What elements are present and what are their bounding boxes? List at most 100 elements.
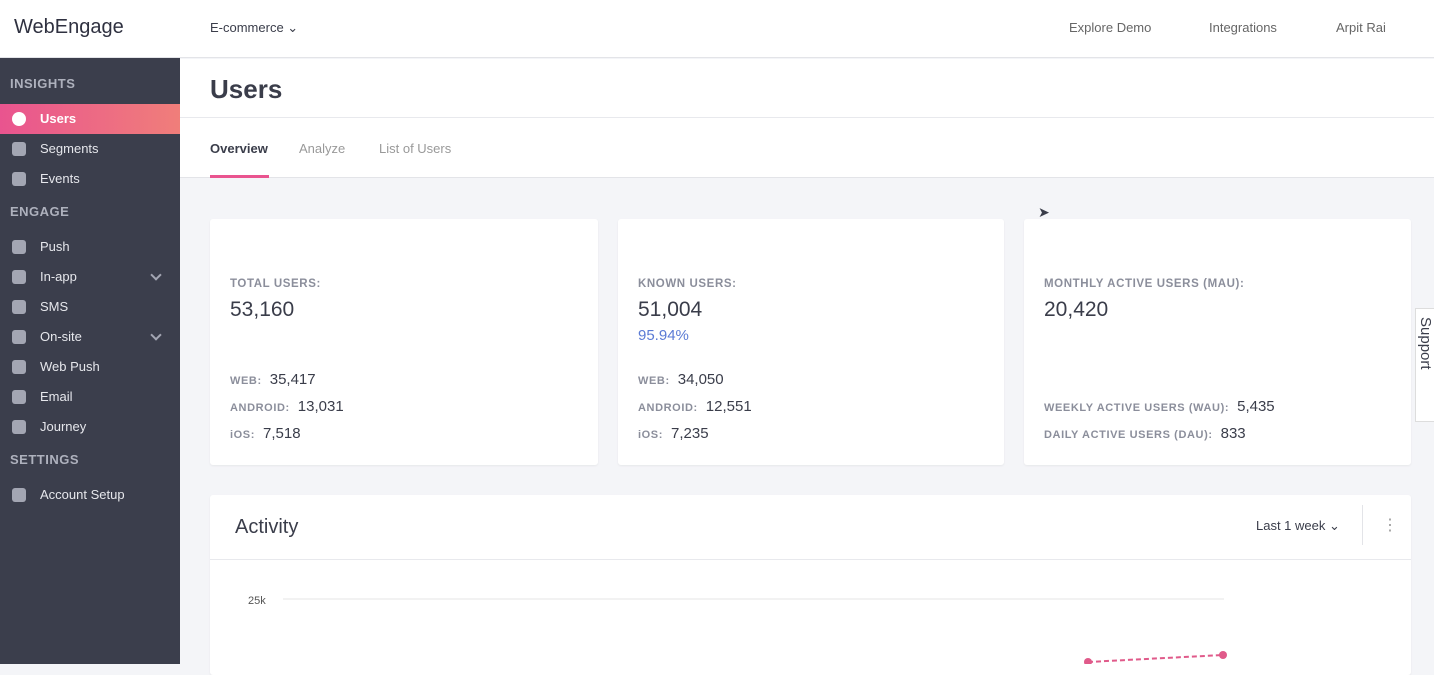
top-menu-item[interactable]: Explore Demo [1069, 20, 1152, 35]
y-tick-label: 25k [248, 595, 266, 607]
activity-title: Activity [235, 516, 299, 538]
nav-label[interactable]: Account Setup [40, 487, 125, 502]
stat-label: MONTHLY ACTIVE USERS (MAU): [1044, 278, 1245, 290]
row-label: ANDROID: [230, 402, 290, 414]
support-tab[interactable]: Support [1415, 308, 1434, 422]
nav-item[interactable]: In-app [0, 262, 180, 292]
chart-area [283, 598, 1227, 664]
nav-item[interactable]: Users [0, 104, 180, 134]
stat-row: ANDROID: 13,031 [230, 398, 344, 416]
section-title: INSIGHTS [10, 76, 76, 91]
tab-bar: Overview Analyze List of Users [180, 118, 1434, 178]
tab[interactable]: List of Users [379, 141, 452, 156]
stat-card: KNOWN USERS: 51,004 95.94% WEB: 34,050 ANDROI… [618, 219, 1004, 465]
row-label: WEB: [638, 375, 670, 387]
nav-label[interactable]: Journey [40, 419, 87, 434]
cursor: ➤ [1038, 204, 1050, 220]
point [1219, 651, 1227, 659]
stat-row: WEEKLY ACTIVE USERS (WAU): 5,435 [1044, 398, 1275, 416]
row-label: iOS: [230, 429, 256, 441]
nav-label[interactable]: Segments [40, 141, 99, 156]
nav-item[interactable]: On-site [0, 322, 180, 352]
project-name[interactable]: E-commerce [210, 20, 284, 35]
stat-value: 51,004 [638, 298, 703, 321]
row-label: WEB: [230, 375, 262, 387]
nav-label[interactable]: SMS [40, 299, 69, 314]
nav-item[interactable]: Account Setup [0, 480, 180, 510]
row-value: 35,417 [269, 371, 316, 388]
row-value: 833 [1220, 425, 1246, 442]
page-title: Users [210, 74, 283, 104]
nav-item[interactable]: Push [0, 232, 180, 262]
nav-item[interactable]: Email [0, 382, 180, 412]
range-label[interactable]: Last 1 week [1256, 518, 1326, 533]
top-bar: WebEngage E-commerce ⌄ Explore Demo Integ… [0, 0, 1434, 58]
nav-item[interactable]: Web Push [0, 352, 180, 382]
divider [210, 559, 1411, 560]
stat-label: TOTAL USERS: [230, 278, 321, 290]
nav-label[interactable]: In-app [40, 269, 77, 284]
nav-icon[interactable] [12, 112, 26, 126]
stat-card: MONTHLY ACTIVE USERS (MAU): 20,420 WEEKLY … [1024, 219, 1411, 465]
nav-label[interactable]: Web Push [40, 359, 100, 374]
tab[interactable]: Overview [210, 141, 268, 156]
tab-indicator [210, 175, 269, 178]
section-title: ENGAGE [10, 204, 70, 219]
nav-label[interactable]: Users [40, 111, 77, 126]
nav-item[interactable]: Journey [0, 412, 180, 442]
nav-icon[interactable] [12, 390, 26, 404]
nav-icon[interactable] [12, 360, 26, 374]
nav-icon[interactable] [12, 330, 26, 344]
top-menu-item[interactable]: Integrations [1209, 20, 1277, 35]
row-value: 13,031 [297, 398, 344, 415]
row-label: ANDROID: [638, 402, 698, 414]
expand-icon[interactable] [150, 269, 162, 281]
trend-line [1087, 654, 1224, 663]
nav-icon[interactable] [12, 142, 26, 156]
range-selector[interactable]: Last 1 week ⌄ [1256, 518, 1340, 533]
nav-icon[interactable] [12, 300, 26, 314]
nav-item[interactable]: Events [0, 164, 180, 194]
more-menu[interactable]: ⋮ [1382, 517, 1398, 534]
nav-label[interactable]: On-site [40, 329, 82, 344]
point [1084, 658, 1092, 664]
nav-label[interactable]: Email [40, 389, 73, 404]
sidebar: INSIGHTS Users Segments Events ENGAGE Push In-… [0, 58, 180, 664]
nav-icon[interactable] [12, 488, 26, 502]
row-value: 7,235 [671, 425, 709, 442]
nav-icon[interactable] [12, 172, 26, 186]
expand-icon[interactable] [150, 329, 162, 341]
stat-row: WEB: 34,050 [638, 371, 724, 389]
row-label: iOS: [638, 429, 664, 441]
title-bar: Users [180, 59, 1434, 118]
stat-value: 20,420 [1044, 298, 1109, 321]
nav-icon[interactable] [12, 420, 26, 434]
nav-icon[interactable] [12, 270, 26, 284]
stat-row: WEB: 35,417 [230, 371, 316, 389]
row-label: DAILY ACTIVE USERS (DAU): [1044, 429, 1213, 441]
stat-percent: 95.94% [638, 327, 689, 344]
nav-label[interactable]: Events [40, 171, 80, 186]
divider [1362, 505, 1363, 545]
activity-card: Activity Last 1 week ⌄ ⋮ 25k [210, 495, 1411, 675]
stat-row: DAILY ACTIVE USERS (DAU): 833 [1044, 425, 1246, 443]
project-selector[interactable]: E-commerce ⌄ [210, 20, 299, 35]
stat-value: 53,160 [230, 298, 295, 321]
row-value: 34,050 [677, 371, 724, 388]
nav-item[interactable]: Segments [0, 134, 180, 164]
row-value: 7,518 [263, 425, 301, 442]
support-label[interactable]: Support [1417, 317, 1434, 370]
stat-row: iOS: 7,235 [638, 425, 709, 443]
row-label: WEEKLY ACTIVE USERS (WAU): [1044, 402, 1230, 414]
row-value: 12,551 [705, 398, 752, 415]
nav-item[interactable]: SMS [0, 292, 180, 322]
nav-label[interactable]: Push [40, 239, 70, 254]
stat-card: TOTAL USERS: 53,160 WEB: 35,417 ANDROID: 13,0… [210, 219, 598, 465]
logo: WebEngage [14, 16, 124, 38]
section-title: SETTINGS [10, 452, 80, 467]
top-menu-item[interactable]: Arpit Rai [1336, 20, 1386, 35]
stat-row: ANDROID: 12,551 [638, 398, 752, 416]
tab[interactable]: Analyze [299, 141, 346, 156]
nav-icon[interactable] [12, 240, 26, 254]
